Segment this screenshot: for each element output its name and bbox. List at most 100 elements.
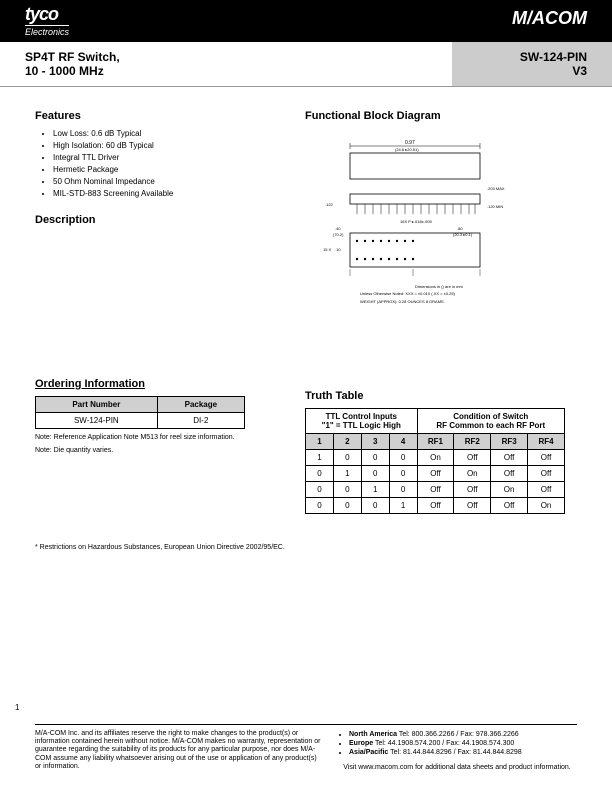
ordering-part: SW-124-PIN <box>36 413 158 429</box>
bottom-left-dim: .40 <box>335 226 341 231</box>
tt-cell: 0 <box>389 466 417 482</box>
freq-range: 10 - 1000 MHz <box>25 64 452 78</box>
contact-label: Asia/Pacific <box>349 749 388 756</box>
tt-cell: 1 <box>333 466 361 482</box>
description-heading: Description <box>35 214 275 226</box>
tt-col: 2 <box>333 434 361 450</box>
feature-item: 50 Ohm Nominal Impedance <box>53 176 275 188</box>
pin-count: 16X P ▸.018±.005 <box>400 219 432 224</box>
tt-row: 1000OnOffOffOff <box>306 450 565 466</box>
col-right-lower: Truth Table TTL Control Inputs "1" = TTL… <box>305 370 577 514</box>
contact-label: North America <box>349 731 397 738</box>
tt-cell: Off <box>417 498 454 514</box>
footer: M/A-COM Inc. and its affiliates reserve … <box>35 721 577 772</box>
brand-bottom: Electronics <box>25 25 69 37</box>
product-name: SP4T RF Switch, <box>25 50 452 64</box>
contact-item: Europe Tel: 44.1908.574.200 / Fax: 44.19… <box>349 739 577 748</box>
tt-cell: Off <box>491 450 528 466</box>
page-number: 1 <box>15 703 19 712</box>
ordering-note2: Note: Die quantity varies. <box>35 446 275 455</box>
ordering-col2: Package <box>157 397 244 413</box>
tt-cell: Off <box>528 450 565 466</box>
contact-ap: Tel: 81.44.844.8296 / Fax: 81.44.844.829… <box>388 749 521 756</box>
left-dim: .122 <box>325 202 334 207</box>
tt-cell: On <box>528 498 565 514</box>
tt-col: RF1 <box>417 434 454 450</box>
top-dim2: (24.6 ▸20.51) <box>395 147 419 152</box>
footer-columns: M/A-COM Inc. and its affiliates reserve … <box>35 730 577 772</box>
feature-item: High Isolation: 60 dB Typical <box>53 140 275 152</box>
tt-cell: 0 <box>389 450 417 466</box>
diagram-note2: Unless Otherwise Noted: XXX = ±0.010 (.X… <box>360 291 456 296</box>
tt-cell: 0 <box>361 498 389 514</box>
tt-cell: 0 <box>306 466 334 482</box>
ordering-col1: Part Number <box>36 397 158 413</box>
bottom-left-dim2: (70.2) <box>333 232 344 237</box>
tt-cell: 0 <box>306 498 334 514</box>
block-diagram-heading: Functional Block Diagram <box>305 110 577 122</box>
ordering-note1: Note: Reference Application Note M513 fo… <box>35 433 275 442</box>
contact-item: Asia/Pacific Tel: 81.44.844.8296 / Fax: … <box>349 748 577 757</box>
ordering-pkg: DI-2 <box>157 413 244 429</box>
macom-logo: M/ACOM <box>512 8 587 29</box>
tt-head-left-1: TTL Control Inputs <box>312 412 411 421</box>
grid-dim2: 15 X <box>323 247 332 252</box>
col-right-upper: Functional Block Diagram 0.97 (24.6 ▸20.… <box>305 102 577 320</box>
bottom-right-dim: .80 <box>457 226 463 231</box>
features-list: Low Loss: 0.6 dB Typical High Isolation:… <box>35 128 275 200</box>
tt-cell: 0 <box>389 482 417 498</box>
title-right: SW-124-PIN V3 <box>452 42 612 86</box>
tt-cell: Off <box>417 482 454 498</box>
height-dim: .203 MAX <box>487 186 505 191</box>
tt-cell: 1 <box>306 450 334 466</box>
tt-cell: On <box>491 482 528 498</box>
block-diagram-svg: 0.97 (24.6 ▸20.51) .203 MAX .120 MIN <box>305 138 525 318</box>
grid-dim: .10 <box>335 247 341 252</box>
tyco-logo: tyco Electronics <box>25 4 69 37</box>
tt-col: 3 <box>361 434 389 450</box>
tt-cell: Off <box>491 498 528 514</box>
contact-label: Europe <box>349 740 373 747</box>
footer-contacts: North America North America Tel: 800.366… <box>337 730 577 772</box>
restriction-note: * Restrictions on Hazardous Substances, … <box>35 544 577 551</box>
tt-cell: 0 <box>306 482 334 498</box>
tt-cell: 1 <box>389 498 417 514</box>
features-heading: Features <box>35 110 275 122</box>
tt-cell: 0 <box>333 498 361 514</box>
feature-item: Hermetic Package <box>53 164 275 176</box>
truth-table: TTL Control Inputs "1" = TTL Logic High … <box>305 408 565 514</box>
tt-cell: 0 <box>361 450 389 466</box>
tt-head-right: Condition of Switch RF Common to each RF… <box>417 409 564 434</box>
tt-cell: Off <box>454 482 491 498</box>
tt-cell: Off <box>491 466 528 482</box>
version: V3 <box>462 64 587 78</box>
top-dim: 0.97 <box>405 140 415 146</box>
feature-item: Integral TTL Driver <box>53 152 275 164</box>
tt-col: RF2 <box>454 434 491 450</box>
tt-row: 0100OffOnOffOff <box>306 466 565 482</box>
tt-col: RF4 <box>528 434 565 450</box>
tt-cell: On <box>454 466 491 482</box>
tt-cell: On <box>417 450 454 466</box>
part-number: SW-124-PIN <box>462 50 587 64</box>
tt-head-right-2: RF Common to each RF Port <box>424 421 558 430</box>
tt-col: RF3 <box>491 434 528 450</box>
contact-item: North America North America Tel: 800.366… <box>349 730 577 739</box>
footer-divider <box>35 724 577 725</box>
col-left-upper: Features Low Loss: 0.6 dB Typical High I… <box>35 102 275 320</box>
ordering-heading: Ordering Information <box>35 378 275 390</box>
tt-cell: Off <box>454 498 491 514</box>
tt-row: 0010OffOffOnOff <box>306 482 565 498</box>
tt-head-left: TTL Control Inputs "1" = TTL Logic High <box>306 409 418 434</box>
ordering-table: Part Number Package SW-124-PIN DI-2 <box>35 396 245 429</box>
contact-eu: Tel: 44.1908.574.200 / Fax: 44.1908.574.… <box>373 740 514 747</box>
col-left-lower: Ordering Information Part Number Package… <box>35 370 275 514</box>
bottom-right-dim2: (20.3 ▸0.1) <box>453 232 473 237</box>
title-row: SP4T RF Switch, 10 - 1000 MHz SW-124-PIN… <box>0 42 612 87</box>
tt-cell: 0 <box>333 482 361 498</box>
content: Features Low Loss: 0.6 dB Typical High I… <box>0 97 612 556</box>
header-bar: tyco Electronics M/ACOM <box>0 0 612 42</box>
feature-item: MIL-STD-883 Screening Available <box>53 188 275 200</box>
diagram-weight: WEIGHT (APPROX): 0.28 OUNCES 8 GRAMS <box>360 299 444 304</box>
tt-cell: Off <box>454 450 491 466</box>
